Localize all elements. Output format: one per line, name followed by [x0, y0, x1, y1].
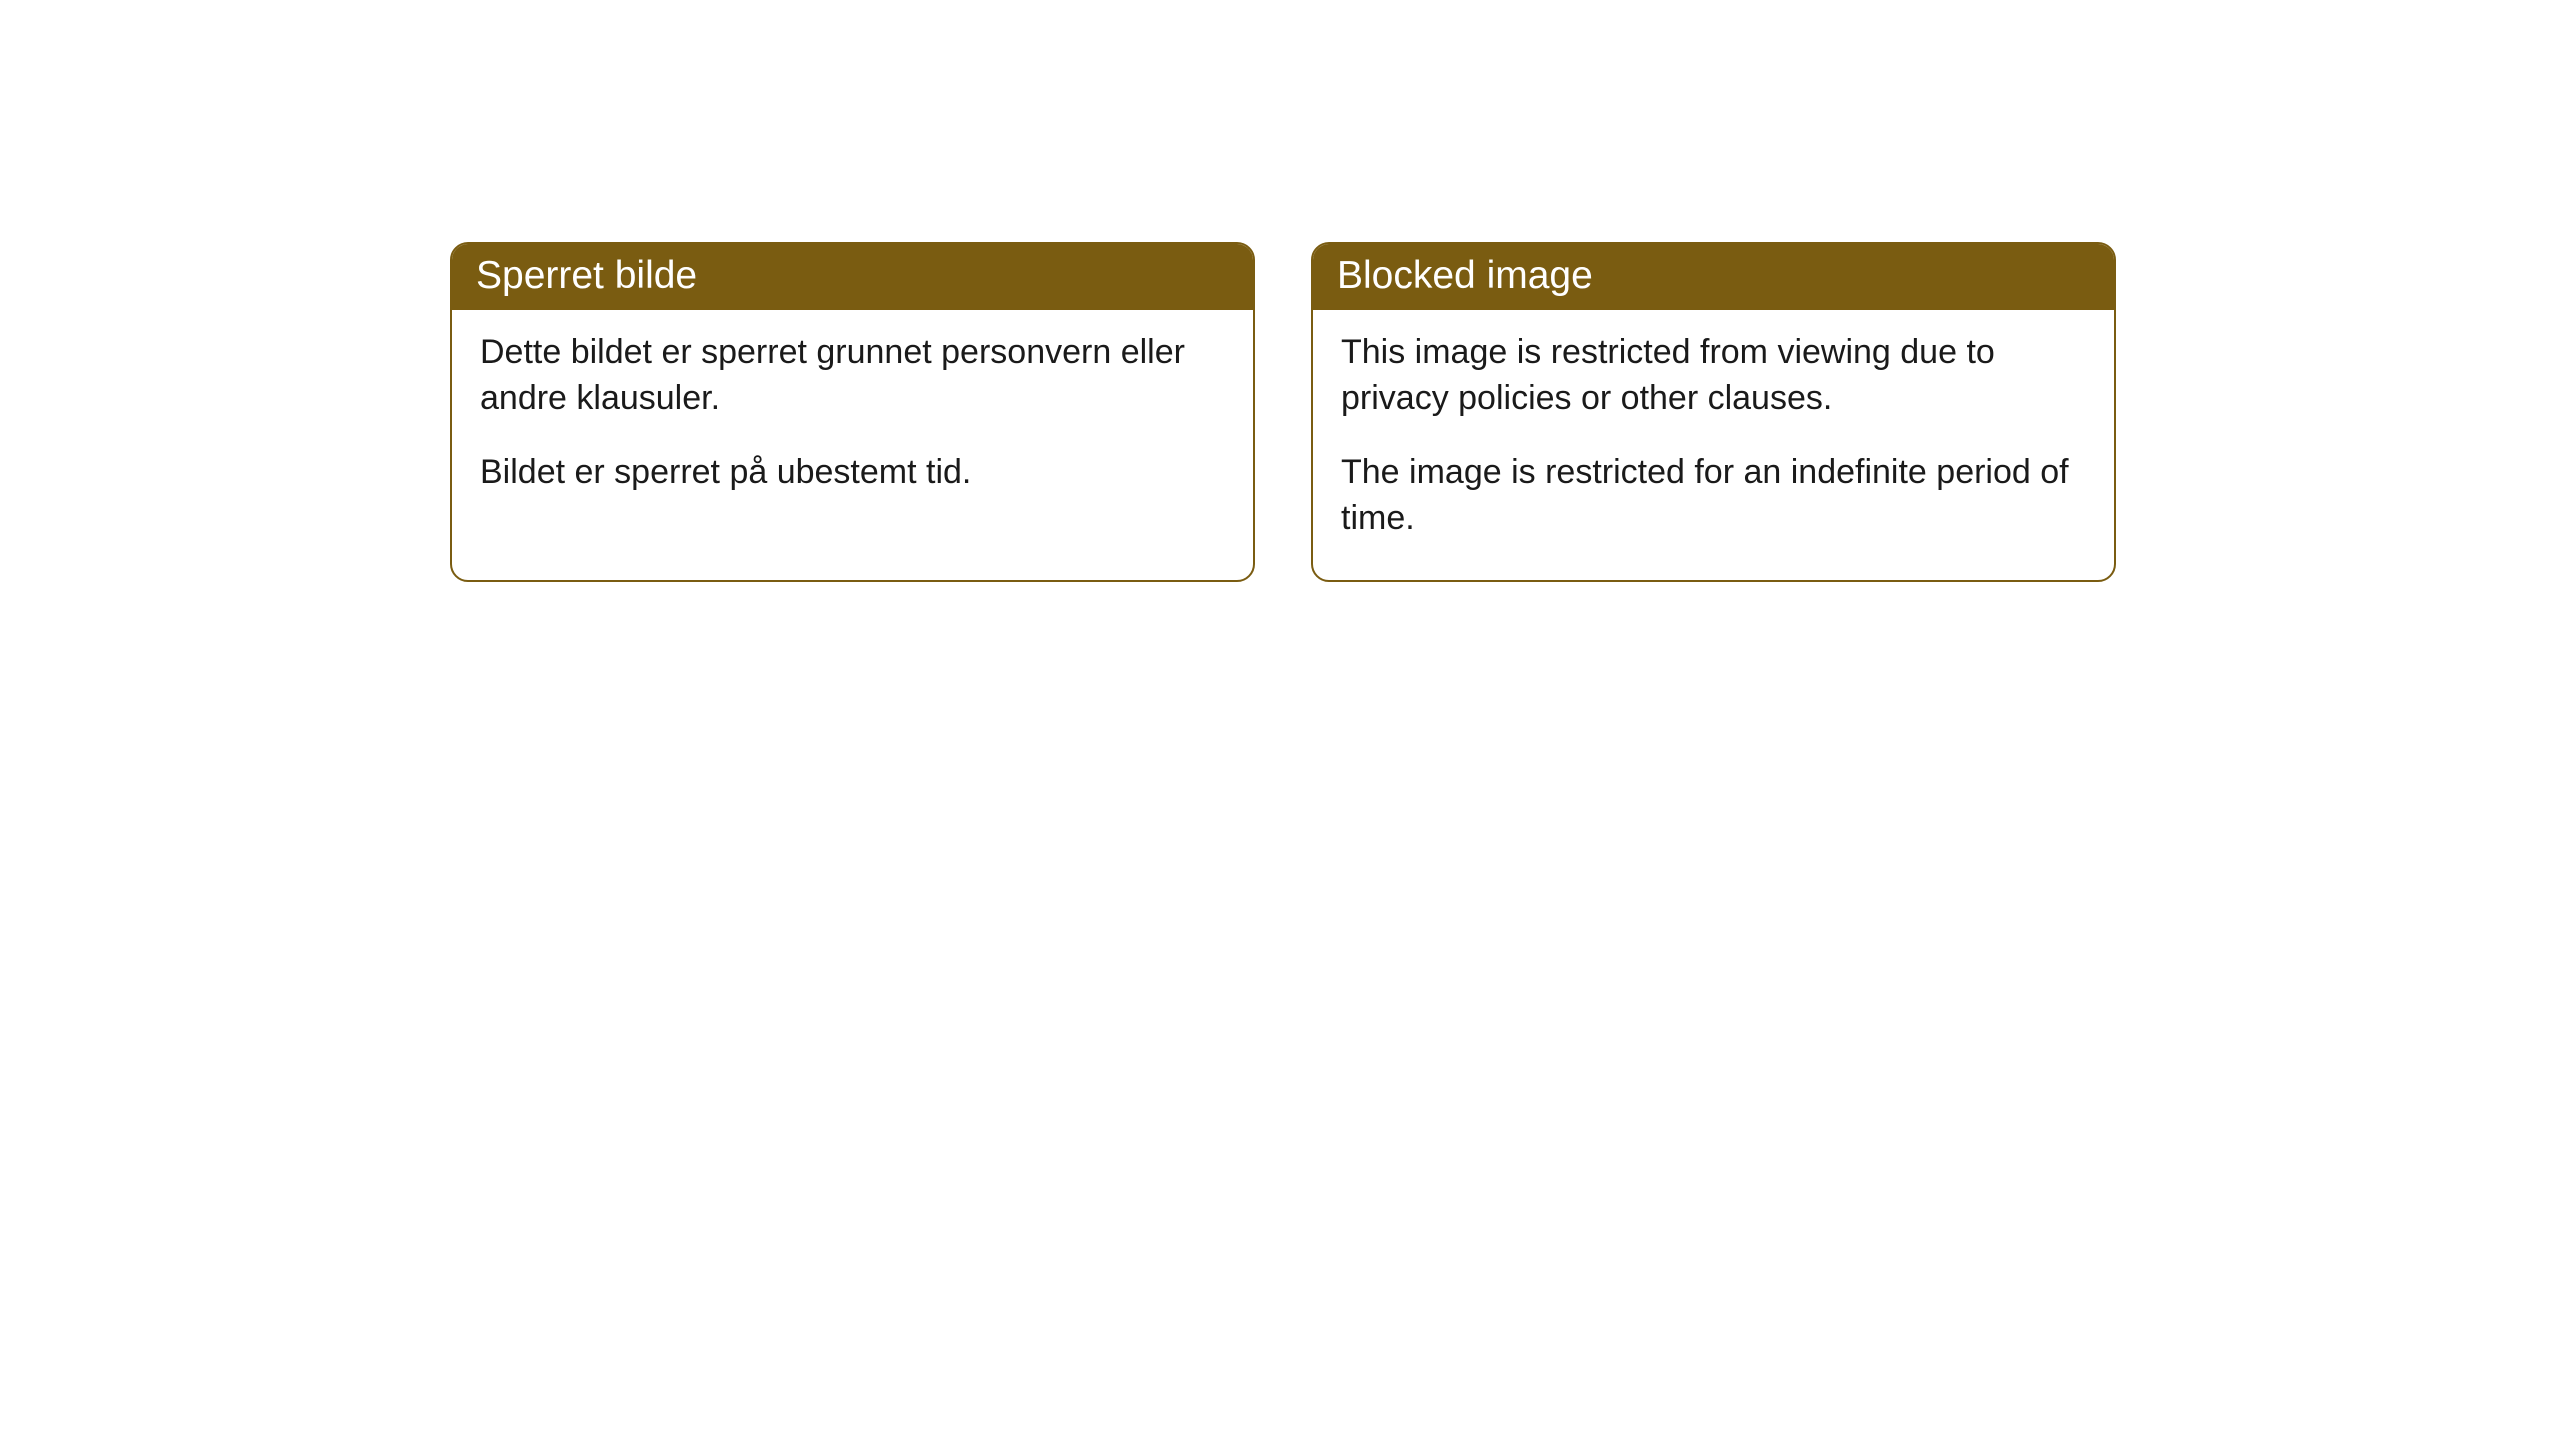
card-body-english: This image is restricted from viewing du… [1313, 310, 2114, 580]
card-header-english: Blocked image [1313, 244, 2114, 310]
notice-paragraph-1: Dette bildet er sperret grunnet personve… [480, 330, 1225, 422]
blocked-image-card-norwegian: Sperret bilde Dette bildet er sperret gr… [450, 242, 1255, 582]
notice-paragraph-1: This image is restricted from viewing du… [1341, 330, 2086, 422]
blocked-image-card-english: Blocked image This image is restricted f… [1311, 242, 2116, 582]
notice-paragraph-2: Bildet er sperret på ubestemt tid. [480, 450, 1225, 496]
card-header-norwegian: Sperret bilde [452, 244, 1253, 310]
notice-paragraph-2: The image is restricted for an indefinit… [1341, 450, 2086, 542]
card-body-norwegian: Dette bildet er sperret grunnet personve… [452, 310, 1253, 534]
notice-cards-container: Sperret bilde Dette bildet er sperret gr… [450, 242, 2116, 582]
